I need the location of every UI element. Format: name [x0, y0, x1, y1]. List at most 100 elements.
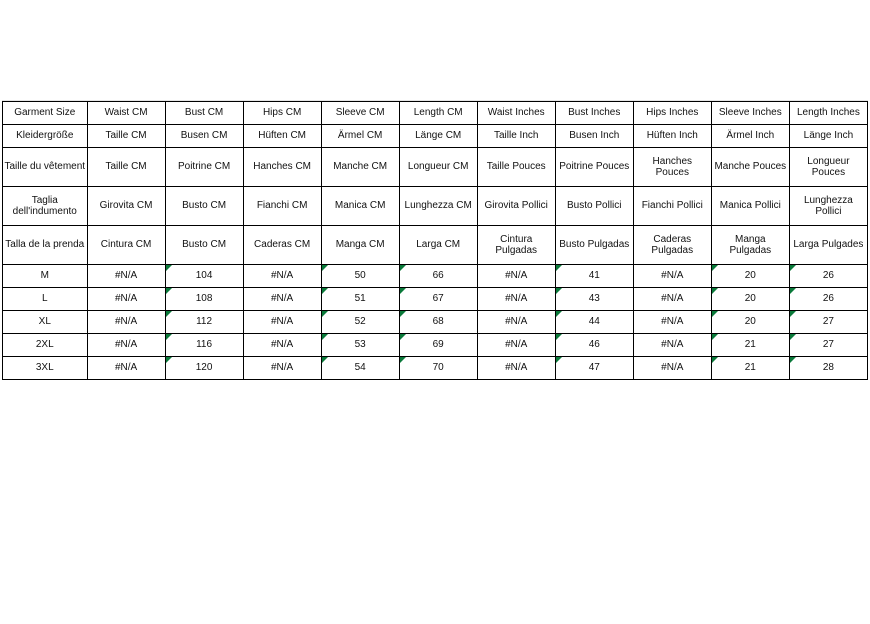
- data-cell: XL: [3, 311, 88, 334]
- data-cell: #N/A: [633, 357, 711, 380]
- data-cell: #N/A: [243, 288, 321, 311]
- size-chart-table: Garment SizeWaist CMBust CMHips CMSleeve…: [2, 101, 868, 380]
- header-cell: Fianchi Pollici: [633, 187, 711, 226]
- data-cell: 112: [165, 311, 243, 334]
- spreadsheet-region: Garment SizeWaist CMBust CMHips CMSleeve…: [2, 100, 868, 380]
- header-cell: Manche CM: [321, 148, 399, 187]
- header-cell: Waist CM: [87, 102, 165, 125]
- data-cell: #N/A: [243, 265, 321, 288]
- header-cell: Ärmel Inch: [711, 125, 789, 148]
- header-cell: Poitrine Pouces: [555, 148, 633, 187]
- data-cell: #N/A: [633, 265, 711, 288]
- header-cell: Fianchi CM: [243, 187, 321, 226]
- header-cell: Cintura CM: [87, 226, 165, 265]
- data-cell: 70: [399, 357, 477, 380]
- header-cell: Bust Inches: [555, 102, 633, 125]
- data-cell: #N/A: [243, 311, 321, 334]
- data-cell: #N/A: [87, 357, 165, 380]
- data-cell: #N/A: [633, 334, 711, 357]
- header-cell: Sleeve CM: [321, 102, 399, 125]
- data-cell: 3XL: [3, 357, 88, 380]
- header-cell: Länge CM: [399, 125, 477, 148]
- data-cell: #N/A: [477, 311, 555, 334]
- header-cell: Hüften Inch: [633, 125, 711, 148]
- data-row: XL#N/A112#N/A5268#N/A44#N/A2027: [3, 311, 868, 334]
- header-cell: Bust CM: [165, 102, 243, 125]
- data-cell: 116: [165, 334, 243, 357]
- header-cell: Larga Pulgades: [789, 226, 867, 265]
- header-row: Talla de la prendaCintura CMBusto CMCade…: [3, 226, 868, 265]
- header-cell: Manga Pulgadas: [711, 226, 789, 265]
- data-cell: #N/A: [87, 311, 165, 334]
- data-cell: #N/A: [477, 288, 555, 311]
- header-cell: Longueur Pouces: [789, 148, 867, 187]
- header-cell: Taille du vêtement: [3, 148, 88, 187]
- data-cell: #N/A: [633, 311, 711, 334]
- header-cell: Manica Pollici: [711, 187, 789, 226]
- data-cell: 20: [711, 288, 789, 311]
- header-row: KleidergrößeTaille CMBusen CMHüften CMÄr…: [3, 125, 868, 148]
- header-cell: Länge Inch: [789, 125, 867, 148]
- data-row: M#N/A104#N/A5066#N/A41#N/A2026: [3, 265, 868, 288]
- header-row: Taglia dell'indumentoGirovita CMBusto CM…: [3, 187, 868, 226]
- data-cell: #N/A: [477, 357, 555, 380]
- data-cell: #N/A: [243, 334, 321, 357]
- header-cell: Taille Pouces: [477, 148, 555, 187]
- data-cell: 66: [399, 265, 477, 288]
- header-row: Taille du vêtementTaille CMPoitrine CMHa…: [3, 148, 868, 187]
- data-cell: 27: [789, 311, 867, 334]
- header-cell: Taille CM: [87, 148, 165, 187]
- header-cell: Hanches Pouces: [633, 148, 711, 187]
- data-cell: M: [3, 265, 88, 288]
- data-cell: L: [3, 288, 88, 311]
- header-cell: Larga CM: [399, 226, 477, 265]
- header-cell: Taglia dell'indumento: [3, 187, 88, 226]
- header-cell: Manche Pouces: [711, 148, 789, 187]
- data-cell: 50: [321, 265, 399, 288]
- data-cell: 28: [789, 357, 867, 380]
- data-cell: 104: [165, 265, 243, 288]
- data-row: L#N/A108#N/A5167#N/A43#N/A2026: [3, 288, 868, 311]
- data-cell: 54: [321, 357, 399, 380]
- header-cell: Hanches CM: [243, 148, 321, 187]
- header-cell: Longueur CM: [399, 148, 477, 187]
- header-cell: Talla de la prenda: [3, 226, 88, 265]
- header-cell: Hips Inches: [633, 102, 711, 125]
- header-cell: Girovita Pollici: [477, 187, 555, 226]
- data-cell: 120: [165, 357, 243, 380]
- header-cell: Garment Size: [3, 102, 88, 125]
- data-cell: 41: [555, 265, 633, 288]
- header-cell: Busto CM: [165, 187, 243, 226]
- header-cell: Busto Pulgadas: [555, 226, 633, 265]
- header-cell: Length Inches: [789, 102, 867, 125]
- data-cell: #N/A: [633, 288, 711, 311]
- data-cell: #N/A: [477, 265, 555, 288]
- data-cell: 26: [789, 288, 867, 311]
- data-cell: 108: [165, 288, 243, 311]
- header-cell: Sleeve Inches: [711, 102, 789, 125]
- header-cell: Length CM: [399, 102, 477, 125]
- data-cell: 27: [789, 334, 867, 357]
- header-cell: Taille Inch: [477, 125, 555, 148]
- data-cell: 20: [711, 311, 789, 334]
- header-cell: Cintura Pulgadas: [477, 226, 555, 265]
- data-cell: #N/A: [477, 334, 555, 357]
- header-cell: Taille CM: [87, 125, 165, 148]
- data-cell: 20: [711, 265, 789, 288]
- data-cell: 52: [321, 311, 399, 334]
- header-cell: Manga CM: [321, 226, 399, 265]
- header-cell: Kleidergröße: [3, 125, 88, 148]
- header-cell: Manica CM: [321, 187, 399, 226]
- header-cell: Lunghezza CM: [399, 187, 477, 226]
- data-cell: 21: [711, 357, 789, 380]
- data-cell: 21: [711, 334, 789, 357]
- data-cell: #N/A: [87, 288, 165, 311]
- data-cell: 67: [399, 288, 477, 311]
- header-cell: Lunghezza Pollici: [789, 187, 867, 226]
- header-cell: Waist Inches: [477, 102, 555, 125]
- data-cell: 43: [555, 288, 633, 311]
- header-cell: Busto CM: [165, 226, 243, 265]
- header-cell: Busto Pollici: [555, 187, 633, 226]
- data-cell: 46: [555, 334, 633, 357]
- header-cell: Busen CM: [165, 125, 243, 148]
